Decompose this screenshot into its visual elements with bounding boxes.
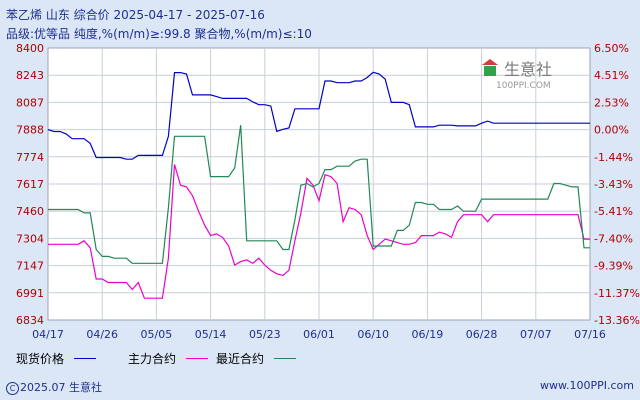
- legend-swatch-recent: [274, 358, 296, 359]
- y-left-tick-label: 7147: [16, 260, 44, 273]
- logo-watermark: 生意社 100PPI.COM: [470, 55, 600, 95]
- logo-name: 生意社: [504, 60, 552, 79]
- y-left-tick-label: 7617: [16, 178, 44, 191]
- y-right-tick-label: 6.50%: [594, 42, 629, 55]
- x-tick-label: 06/28: [466, 328, 498, 341]
- legend-label-spot: 现货价格: [16, 352, 65, 366]
- y-left-tick-label: 7774: [16, 151, 44, 164]
- y-left-tick-label: 7888: [16, 124, 44, 137]
- x-tick-label: 04/17: [32, 328, 64, 341]
- logo-sub: 100PPI.COM: [496, 81, 551, 91]
- y-left-tick-label: 7304: [16, 232, 44, 245]
- x-tick-label: 04/26: [86, 328, 118, 341]
- y-left-tick-label: 8243: [16, 69, 44, 82]
- y-right-tick-label: -7.40%: [594, 232, 633, 245]
- chart-title: 苯乙烯 山东 综合价 2025-04-17 - 2025-07-16: [6, 8, 265, 22]
- y-right-tick-label: -5.41%: [594, 205, 633, 218]
- legend-label-recent: 最近合约: [216, 352, 265, 366]
- x-tick-label: 07/16: [574, 328, 606, 341]
- y-right-tick-label: -11.37%: [594, 287, 640, 300]
- legend-swatch-main: [186, 358, 208, 359]
- y-right-tick-label: -13.36%: [594, 314, 640, 327]
- x-tick-label: 06/19: [412, 328, 444, 341]
- series-line-main: [48, 164, 590, 299]
- x-tick-label: 06/01: [303, 328, 335, 341]
- y-right-tick-label: 2.53%: [594, 96, 629, 109]
- y-right-tick-label: -3.43%: [594, 178, 633, 191]
- y-left-tick-label: 7460: [16, 205, 44, 218]
- logo-mark-icon: 生意社 100PPI.COM: [482, 59, 552, 91]
- y-left-tick-label: 6834: [16, 314, 44, 327]
- copyright-icon: C: [6, 381, 19, 395]
- y-left-tick-label: 8400: [16, 42, 44, 55]
- y-right-tick-label: 4.51%: [594, 69, 629, 82]
- series-line-recent: [48, 125, 590, 264]
- y-right-tick-label: -9.39%: [594, 260, 633, 273]
- footer-site: www.100PPI.com: [540, 379, 634, 392]
- y-left-tick-label: 8087: [16, 96, 44, 109]
- x-tick-label: 05/05: [141, 328, 173, 341]
- legend-item-main: 主力合约: [128, 350, 208, 367]
- x-tick-label: 07/07: [520, 328, 552, 341]
- footer-copyright: C 2025.07 生意社: [6, 379, 102, 395]
- chart-spec: 品级:优等品 纯度,%(m/m)≥:99.8 聚合物,%(m/m)≤:10: [6, 27, 312, 41]
- x-tick-label: 05/23: [249, 328, 281, 341]
- legend-label-main: 主力合约: [128, 352, 177, 366]
- y-right-tick-label: -1.44%: [594, 151, 633, 164]
- legend-item-spot: 现货价格: [16, 350, 96, 367]
- x-tick-label: 06/10: [357, 328, 389, 341]
- legend-item-recent: 最近合约: [216, 350, 296, 367]
- y-right-tick-label: 0.00%: [594, 124, 629, 137]
- y-left-tick-label: 6991: [16, 287, 44, 300]
- x-tick-label: 05/14: [195, 328, 227, 341]
- series-line-spot: [47, 71, 590, 160]
- legend-swatch-spot: [74, 358, 96, 359]
